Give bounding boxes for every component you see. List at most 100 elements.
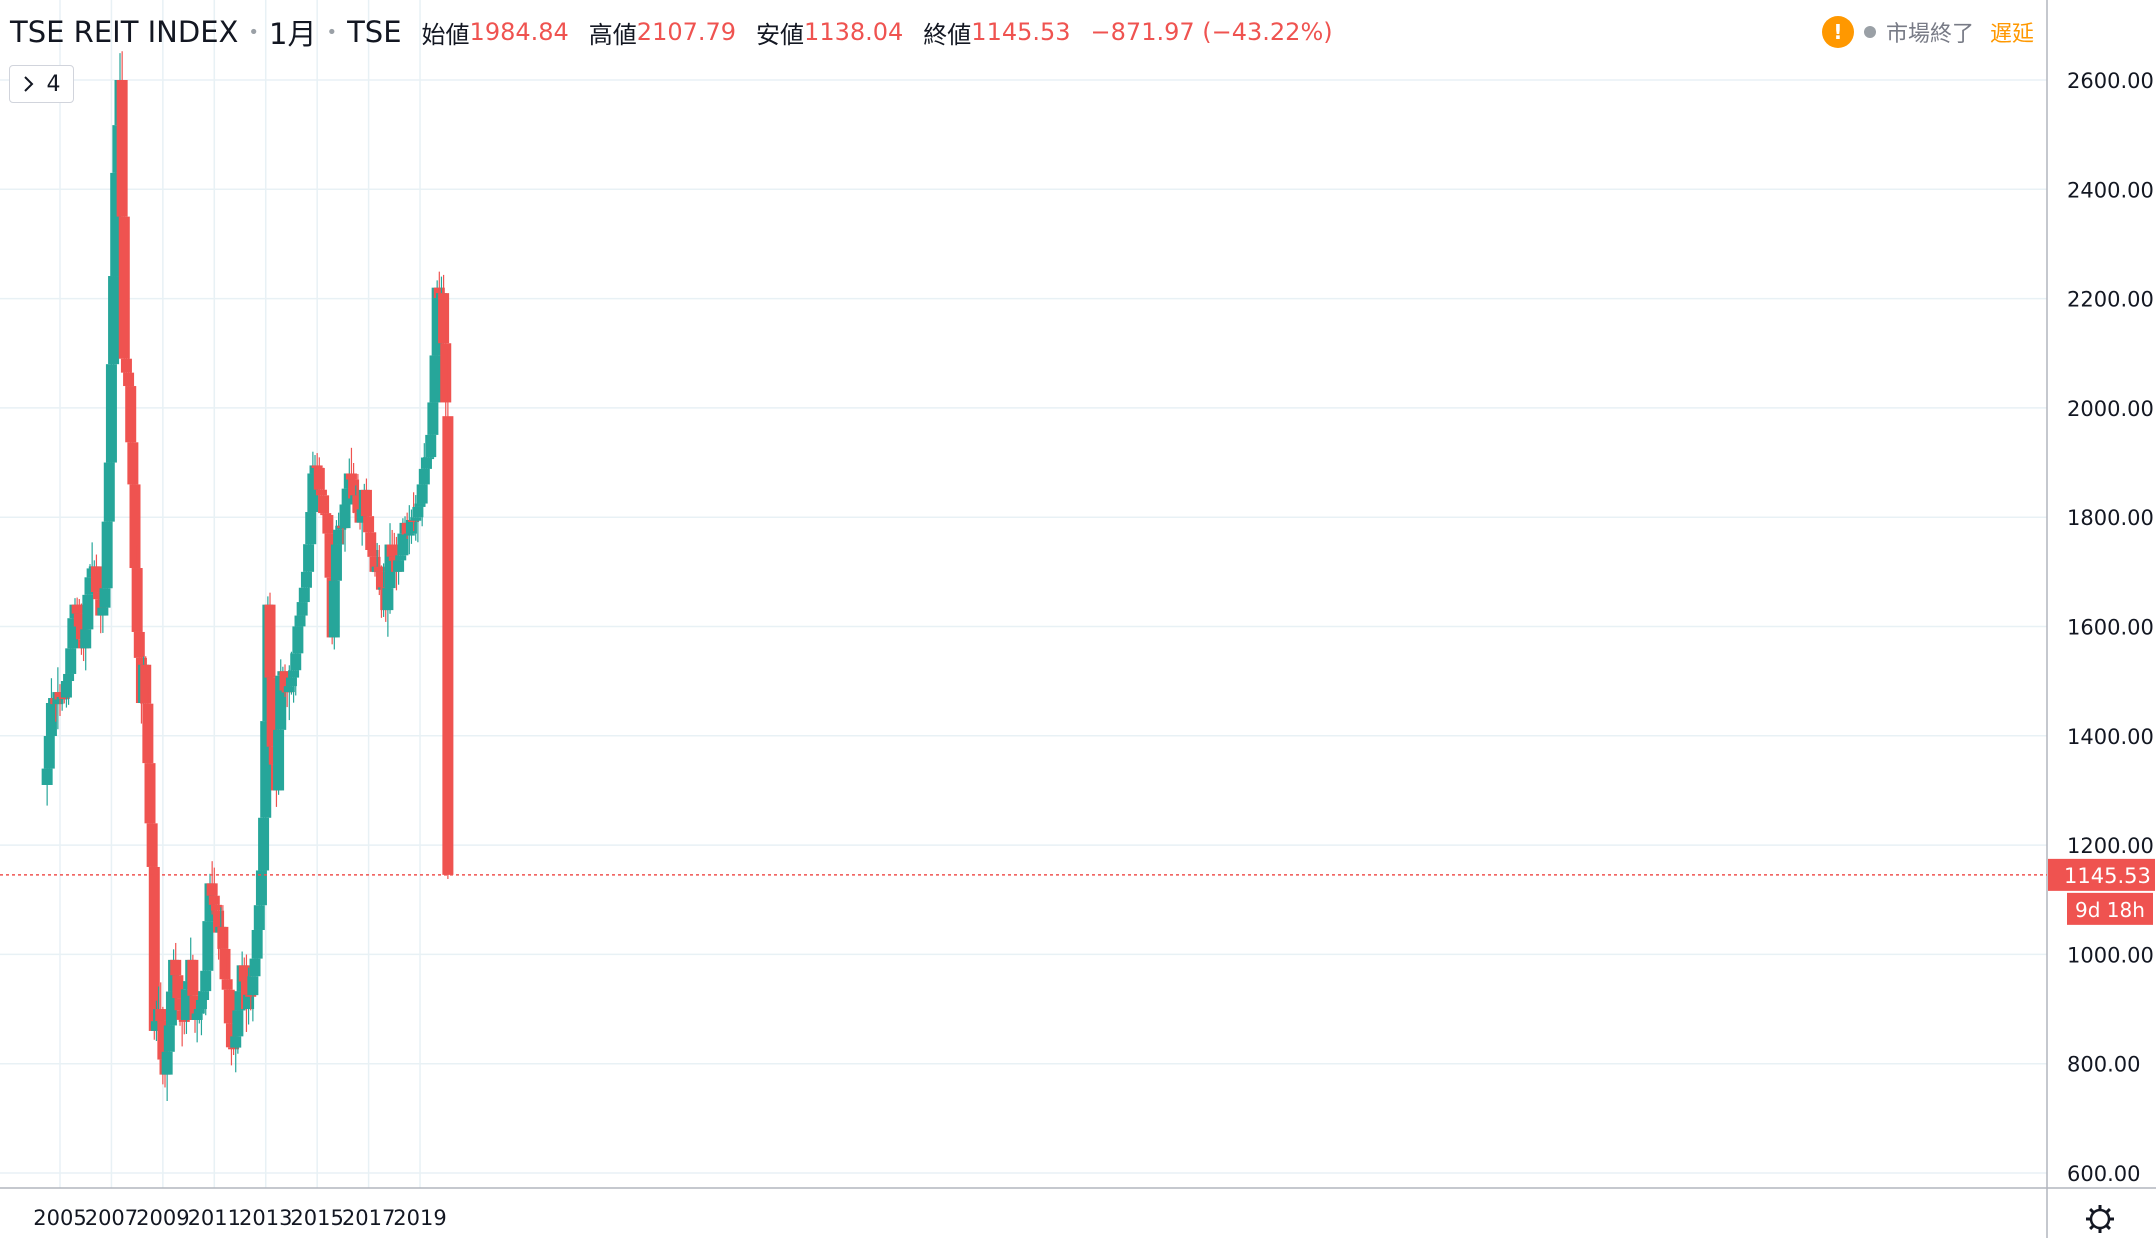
candle-body — [333, 529, 345, 545]
candle-body — [373, 566, 385, 572]
candle-body — [420, 457, 432, 469]
candle-body — [251, 929, 263, 959]
candle-body — [189, 995, 201, 1020]
candle-body — [433, 287, 445, 298]
high-value: 2107.79 — [636, 18, 737, 46]
time-axis-label: 2017 — [342, 1206, 395, 1230]
candle-body — [418, 468, 430, 485]
candle-body — [313, 468, 325, 490]
candle-body — [330, 544, 342, 581]
candle-body — [318, 495, 330, 514]
candle-body — [131, 568, 143, 632]
candle-body — [431, 287, 443, 356]
candle-body — [442, 416, 454, 875]
candle-body — [230, 1036, 242, 1048]
symbol-name[interactable]: TSE REIT INDEX — [10, 15, 239, 49]
price-axis-label: 1200.00 — [2067, 834, 2154, 858]
candle-body — [43, 736, 55, 769]
candle-body — [410, 517, 422, 521]
indicators-toggle-button[interactable]: 4 — [9, 65, 74, 103]
candle-body — [320, 513, 332, 516]
candle-body — [127, 442, 139, 485]
candle-body — [99, 588, 111, 608]
candle-body — [217, 926, 229, 949]
candle-body — [247, 976, 259, 996]
candle-body — [423, 457, 435, 460]
gear-icon[interactable] — [2086, 1205, 2114, 1233]
candle-body — [288, 670, 300, 678]
delayed-label[interactable]: 遅延 — [1989, 22, 2034, 47]
last-price-badge — [2048, 858, 2155, 891]
candle-body — [345, 473, 357, 480]
candle-body — [146, 823, 158, 867]
candle-body — [375, 571, 387, 590]
candle-body — [348, 479, 360, 499]
price-axis-label: 2600.00 — [2067, 69, 2154, 93]
candle-body — [195, 1000, 207, 1010]
status-dot — [1863, 26, 1876, 38]
candle-body — [133, 631, 145, 658]
warning-icon[interactable]: ! — [1821, 16, 1854, 48]
candle-body — [303, 544, 315, 572]
candle-body — [266, 677, 278, 747]
last-price-label: 1145.53 — [2064, 864, 2151, 888]
candle-body — [54, 692, 66, 700]
candle-body — [213, 910, 225, 933]
candle-body — [150, 1021, 162, 1031]
low-label: 安値 — [756, 20, 805, 49]
time-axis-label: 2005 — [33, 1206, 86, 1230]
candle-body — [367, 549, 379, 557]
candle-body — [225, 1023, 237, 1048]
separator-dot: • — [248, 21, 260, 43]
candle-body — [328, 580, 340, 638]
candle-body — [388, 556, 400, 561]
candle-body — [142, 703, 154, 764]
candle-body — [105, 364, 117, 463]
candle-body — [198, 991, 210, 1001]
candle-body — [120, 358, 132, 373]
candle-body — [395, 555, 407, 561]
candle-body — [172, 975, 184, 999]
candle-body — [386, 544, 398, 557]
interval-label[interactable]: 1月 — [269, 17, 317, 51]
countdown-badge — [2067, 892, 2153, 925]
candle-body — [108, 276, 120, 365]
candle-body — [238, 965, 250, 982]
candle-body — [408, 519, 420, 522]
candle-body — [232, 1010, 244, 1037]
candle-body — [322, 515, 334, 534]
candle-body — [155, 1009, 167, 1021]
price-axis-label: 2200.00 — [2067, 288, 2154, 312]
candle-body — [165, 991, 177, 1026]
candle-body — [440, 343, 452, 403]
candle-body — [200, 970, 212, 992]
candle-body — [425, 434, 437, 458]
candle-body — [369, 556, 381, 572]
candle-body — [178, 1019, 190, 1022]
time-axis-label: 2013 — [239, 1206, 292, 1230]
candle-body — [223, 989, 235, 1024]
price-axis-label: 1000.00 — [2067, 943, 2154, 967]
bar-countdown-label: 9d 18h — [2075, 898, 2145, 922]
price-axis-label: 2000.00 — [2067, 397, 2154, 421]
candle-body — [110, 172, 122, 277]
candle-body — [221, 979, 233, 990]
candle-body — [290, 653, 302, 671]
indicators-count: 4 — [46, 71, 61, 97]
low-value: 1138.04 — [804, 18, 904, 46]
exchange-label: TSE — [347, 15, 402, 49]
candle-body — [63, 673, 75, 682]
candle-body — [324, 533, 336, 578]
candle-body — [60, 681, 72, 698]
candle-body — [243, 994, 255, 1010]
candle-body — [161, 1051, 173, 1075]
candle-body — [427, 402, 439, 435]
candle-body — [307, 473, 319, 513]
candle-body — [300, 571, 312, 588]
market-closed-label: 市場終了 — [1885, 22, 1974, 47]
candle-body — [245, 994, 257, 997]
candle-body — [412, 506, 424, 518]
candle-body — [84, 577, 96, 595]
candle-body — [296, 602, 308, 616]
